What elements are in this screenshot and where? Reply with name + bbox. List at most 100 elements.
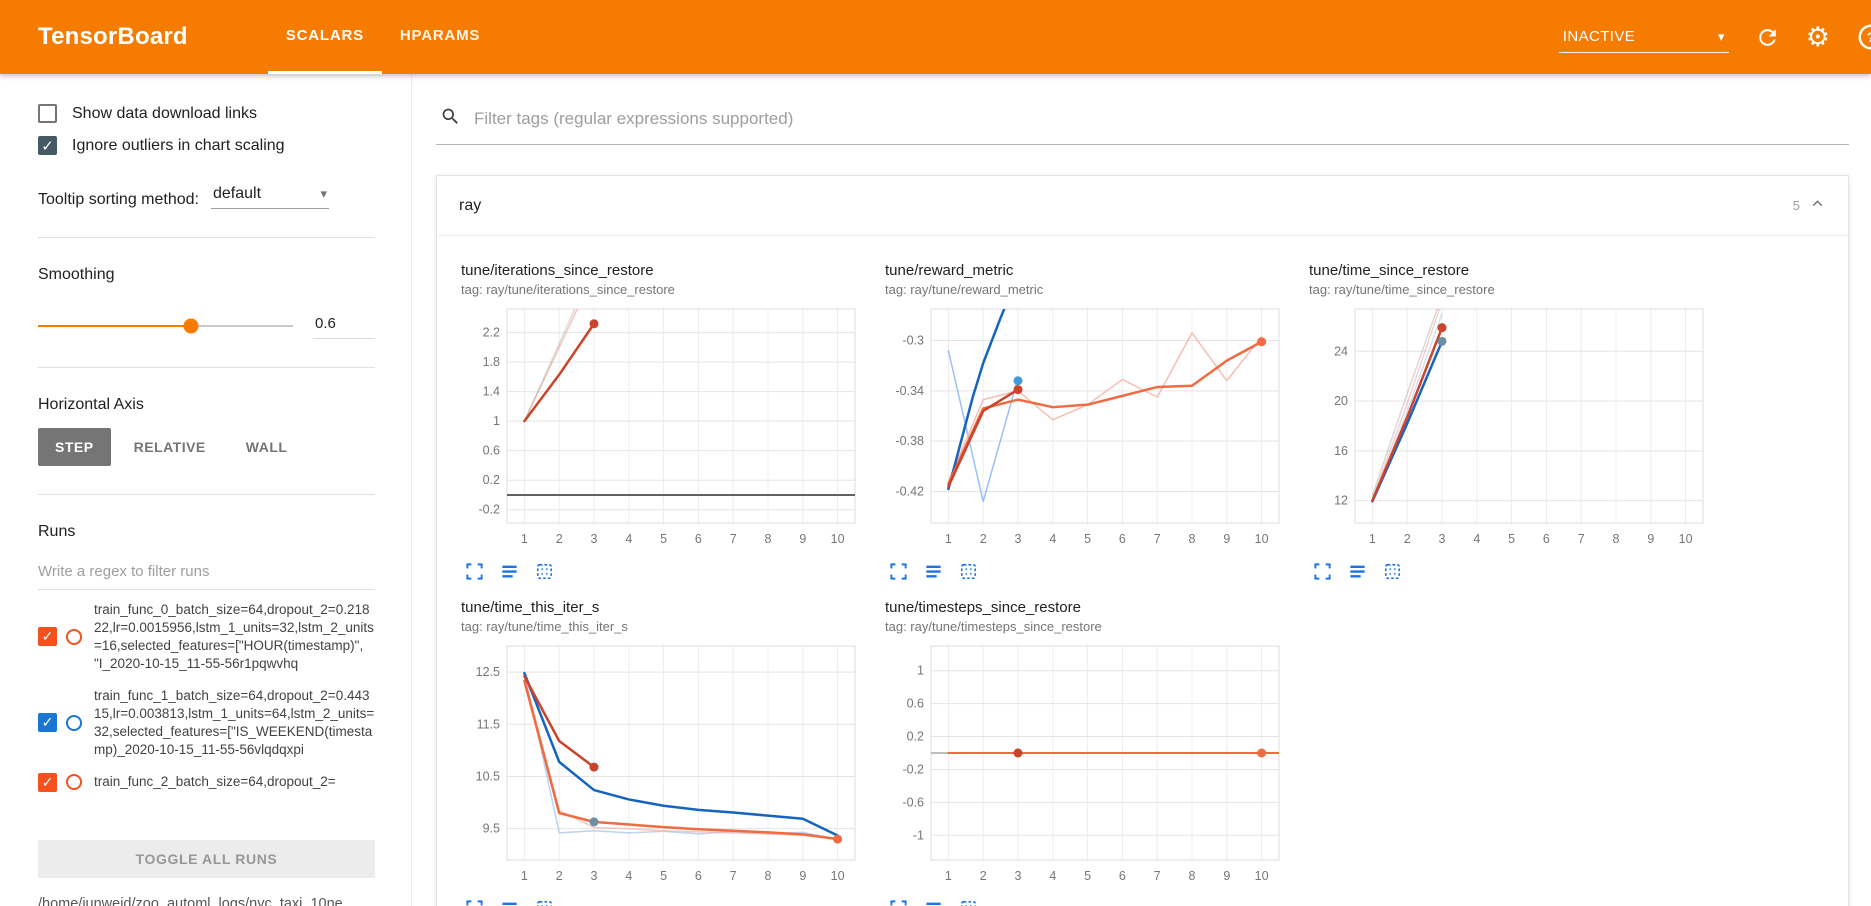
slider-fill bbox=[38, 324, 191, 327]
runs-selector-icon[interactable] bbox=[924, 562, 943, 581]
run-checkbox[interactable]: ✓ bbox=[38, 713, 57, 733]
svg-text:1: 1 bbox=[493, 414, 500, 428]
run-checkbox[interactable]: ✓ bbox=[38, 627, 57, 647]
svg-text:0.6: 0.6 bbox=[483, 444, 500, 458]
divider bbox=[38, 237, 375, 238]
tooltip-sorting-row: Tooltip sorting method: default ▾ bbox=[38, 183, 375, 209]
smoothing-label: Smoothing bbox=[38, 266, 115, 283]
smoothing-slider[interactable] bbox=[38, 318, 293, 333]
svg-text:6: 6 bbox=[695, 869, 702, 883]
status-dropdown[interactable]: INACTIVE ▾ bbox=[1558, 21, 1729, 53]
svg-text:-0.38: -0.38 bbox=[896, 434, 925, 448]
fit-domain-icon[interactable] bbox=[535, 899, 554, 906]
toggle-all-runs-button[interactable]: TOGGLE ALL RUNS bbox=[38, 840, 375, 878]
svg-text:4: 4 bbox=[1473, 532, 1480, 546]
runs-filter-input[interactable] bbox=[38, 555, 375, 590]
tag-filter-input[interactable] bbox=[474, 109, 1843, 129]
expand-chart-icon[interactable] bbox=[889, 562, 908, 581]
expand-chart-icon[interactable] bbox=[465, 899, 484, 906]
run-isolate-radio[interactable] bbox=[66, 714, 82, 731]
svg-text:4: 4 bbox=[625, 869, 632, 883]
runs-selector-icon[interactable] bbox=[924, 899, 943, 906]
runs-selector-icon[interactable] bbox=[500, 899, 519, 906]
wall-button[interactable]: WALL bbox=[229, 428, 305, 466]
chart-title: tune/reward_metric bbox=[885, 262, 1014, 279]
smoothing-value[interactable]: 0.6 bbox=[313, 312, 375, 339]
horizontal-axis-buttons: STEP RELATIVE WALL bbox=[38, 428, 375, 466]
chart-title: tune/time_since_restore bbox=[1309, 262, 1470, 279]
chart-card: tune/time_since_restore tag: ray/tune/tim… bbox=[1309, 262, 1719, 581]
run-isolate-radio[interactable] bbox=[66, 628, 82, 645]
run-controls: ✓ bbox=[38, 772, 82, 792]
svg-text:8: 8 bbox=[1189, 532, 1196, 546]
run-checkbox[interactable]: ✓ bbox=[38, 772, 57, 792]
svg-text:6: 6 bbox=[695, 532, 702, 546]
app-title: TensorBoard bbox=[38, 23, 188, 50]
svg-text:5: 5 bbox=[660, 869, 667, 883]
expand-chart-icon[interactable] bbox=[889, 899, 908, 906]
show-download-links-checkbox[interactable]: Show data download links bbox=[38, 104, 375, 123]
tooltip-sorting-value: default bbox=[212, 185, 262, 202]
app-header: TensorBoard SCALARS HPARAMS INACTIVE ▾ ⚙… bbox=[0, 0, 1871, 74]
fit-domain-icon[interactable] bbox=[959, 562, 978, 581]
relative-button[interactable]: RELATIVE bbox=[117, 428, 223, 466]
step-button[interactable]: STEP bbox=[38, 428, 111, 466]
chart-card: tune/time_this_iter_s tag: ray/tune/time_… bbox=[461, 599, 871, 906]
run-controls: ✓ bbox=[38, 601, 82, 673]
horizontal-axis-label: Horizontal Axis bbox=[38, 396, 144, 413]
slider-thumb[interactable] bbox=[183, 318, 199, 333]
line-chart: 1 2 3 4 5 6 7 8 9 10 9.5 10.5 11.5 12.5 bbox=[476, 645, 856, 883]
chart-card: tune/timesteps_since_restore tag: ray/tun… bbox=[885, 599, 1295, 906]
settings-gear-icon[interactable]: ⚙ bbox=[1805, 21, 1830, 52]
svg-text:3: 3 bbox=[591, 869, 598, 883]
run-item: ✓ train_func_0_batch_size=64,dropout_2=0.… bbox=[38, 590, 375, 676]
refresh-icon[interactable] bbox=[1755, 25, 1780, 50]
svg-text:9: 9 bbox=[1647, 532, 1654, 546]
svg-text:7: 7 bbox=[730, 869, 737, 883]
line-chart: 1 2 3 4 5 6 7 8 9 10 -0.2 0.2 0.6 1 1.4 1.8 2.2 bbox=[478, 308, 856, 546]
svg-text:7: 7 bbox=[1578, 532, 1585, 546]
run-item: ✓ train_func_1_batch_size=64,dropout_2=0.… bbox=[38, 676, 375, 762]
run-item: ✓ train_func_2_batch_size=64,dropout_2= bbox=[38, 762, 375, 795]
checkbox-checked-icon: ✓ bbox=[38, 136, 57, 155]
svg-text:8: 8 bbox=[765, 532, 772, 546]
ignore-outliers-checkbox[interactable]: ✓ Ignore outliers in chart scaling bbox=[38, 136, 375, 155]
svg-text:4: 4 bbox=[1049, 532, 1056, 546]
status-label: INACTIVE bbox=[1562, 28, 1636, 45]
charts-grid: tune/iterations_since_restore tag: ray/tu… bbox=[437, 236, 1848, 906]
tab-scalars[interactable]: SCALARS bbox=[267, 0, 382, 74]
chart-actions bbox=[461, 560, 871, 581]
expand-chart-icon[interactable] bbox=[1313, 562, 1332, 581]
svg-text:9.5: 9.5 bbox=[483, 822, 500, 836]
header-actions: INACTIVE ▾ ⚙ ? bbox=[1558, 0, 1871, 74]
svg-text:9: 9 bbox=[799, 532, 806, 546]
svg-text:1: 1 bbox=[945, 532, 952, 546]
expand-chart-icon[interactable] bbox=[465, 562, 484, 581]
fit-domain-icon[interactable] bbox=[959, 899, 978, 906]
runs-selector-icon[interactable] bbox=[500, 562, 519, 581]
chevron-down-icon: ▾ bbox=[320, 186, 327, 201]
checkbox-label: Ignore outliers in chart scaling bbox=[72, 136, 285, 154]
category-count: 5 bbox=[1792, 198, 1800, 213]
gear-glyph: ⚙ bbox=[1805, 21, 1830, 52]
runs-label: Runs bbox=[38, 523, 76, 540]
tab-hparams[interactable]: HPARAMS bbox=[399, 27, 481, 44]
category-header[interactable]: ray 5 bbox=[437, 176, 1848, 236]
runs-selector-icon[interactable] bbox=[1348, 562, 1367, 581]
collapse-chevron-icon[interactable] bbox=[1809, 195, 1826, 217]
svg-text:10: 10 bbox=[1679, 532, 1693, 546]
svg-text:1.4: 1.4 bbox=[483, 385, 500, 399]
svg-text:1: 1 bbox=[945, 869, 952, 883]
run-isolate-radio[interactable] bbox=[66, 774, 82, 791]
fit-domain-icon[interactable] bbox=[1383, 562, 1402, 581]
fit-domain-icon[interactable] bbox=[535, 562, 554, 581]
svg-text:0.2: 0.2 bbox=[907, 730, 924, 744]
svg-text:2: 2 bbox=[556, 532, 563, 546]
chart-actions bbox=[461, 897, 871, 906]
help-icon[interactable]: ? bbox=[1856, 22, 1871, 52]
tooltip-sorting-select[interactable]: default ▾ bbox=[210, 183, 329, 209]
svg-text:5: 5 bbox=[1508, 532, 1515, 546]
svg-text:20: 20 bbox=[1334, 394, 1348, 408]
